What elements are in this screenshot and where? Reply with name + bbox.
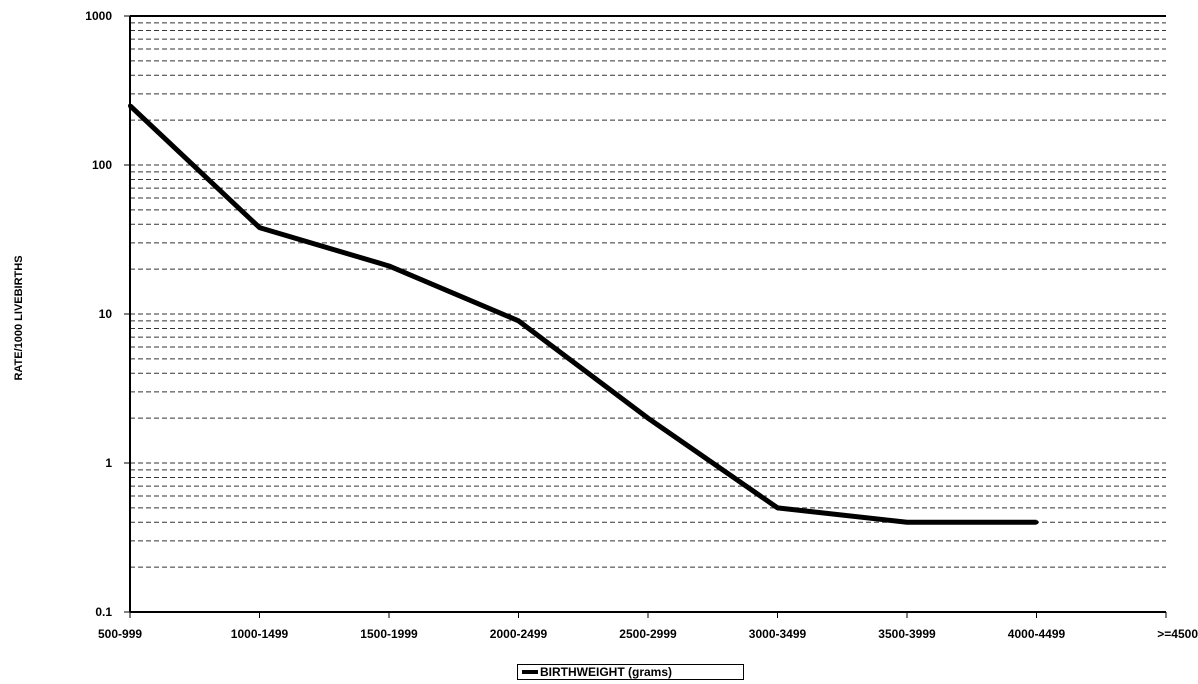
grid-lines — [130, 22, 1166, 568]
y-tick-label: 100 — [92, 158, 112, 172]
data-point — [905, 520, 909, 525]
y-tick-label: 10 — [99, 307, 113, 321]
x-tick-label: 1500-1999 — [360, 627, 418, 641]
legend-label: BIRTHWEIGHT (grams) — [540, 665, 672, 679]
y-tick-label: 0.1 — [95, 605, 112, 619]
data-point — [387, 263, 391, 268]
x-tick-label: 3500-3999 — [878, 627, 936, 641]
x-tick-label: >=4500 — [1157, 627, 1198, 641]
tick-labels: 0.1 1 10 100 1000 500-999 1000-1499 1500-1999 20… — [85, 9, 1198, 641]
data-point — [1034, 520, 1039, 525]
axes — [124, 15, 1167, 618]
x-tick-label: 2500-2999 — [619, 627, 677, 641]
legend-swatch — [522, 670, 538, 674]
y-tick-label: 1000 — [85, 9, 112, 23]
y-axis-title: RATE/1000 LIVEBIRTHS — [13, 255, 25, 380]
x-tick-label: 1000-1499 — [231, 627, 289, 641]
x-tick-label: 3000-3499 — [749, 627, 807, 641]
y-tick-label: 1 — [105, 456, 112, 470]
data-point — [257, 225, 262, 230]
data-point — [128, 103, 132, 108]
series-layer — [128, 103, 1039, 525]
legend: BIRTHWEIGHT (grams) — [517, 664, 744, 680]
x-tick-label: 2000-2499 — [490, 627, 548, 641]
data-point — [516, 318, 521, 323]
data-point — [646, 416, 650, 421]
series-line — [128, 103, 1037, 525]
data-point — [775, 505, 780, 510]
x-tick-label: 500-999 — [98, 627, 142, 641]
x-tick-label: 4000-4499 — [1008, 627, 1066, 641]
